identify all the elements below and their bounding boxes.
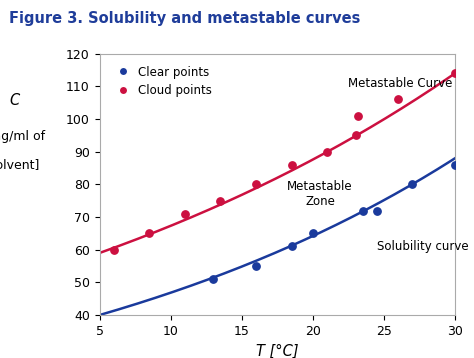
- Point: [355, 113, 362, 118]
- Text: Figure 3. Solubility and metastable curves: Figure 3. Solubility and metastable curv…: [9, 11, 361, 26]
- Point: [451, 162, 459, 168]
- Point: [217, 198, 224, 204]
- Legend: Clear points, Cloud points: Clear points, Cloud points: [105, 59, 218, 103]
- Text: C: C: [9, 93, 19, 108]
- Text: [mg/ml of: [mg/ml of: [0, 130, 45, 142]
- Point: [409, 182, 416, 187]
- Text: Metastable
Zone: Metastable Zone: [287, 180, 353, 208]
- Point: [323, 149, 331, 155]
- Point: [309, 231, 317, 236]
- Text: Metastable Curve: Metastable Curve: [348, 77, 452, 90]
- Point: [373, 208, 381, 213]
- Point: [146, 231, 153, 236]
- Text: solvent]: solvent]: [0, 158, 39, 171]
- Point: [394, 97, 402, 102]
- Text: Solubility curve: Solubility curve: [377, 240, 468, 253]
- Point: [252, 182, 260, 187]
- Point: [352, 132, 359, 138]
- Point: [359, 208, 366, 213]
- X-axis label: T [°C]: T [°C]: [256, 343, 299, 358]
- Point: [110, 247, 118, 253]
- Point: [252, 263, 260, 269]
- Point: [451, 71, 459, 76]
- Point: [288, 162, 295, 168]
- Point: [288, 243, 295, 249]
- Point: [210, 276, 217, 282]
- Point: [181, 211, 189, 217]
